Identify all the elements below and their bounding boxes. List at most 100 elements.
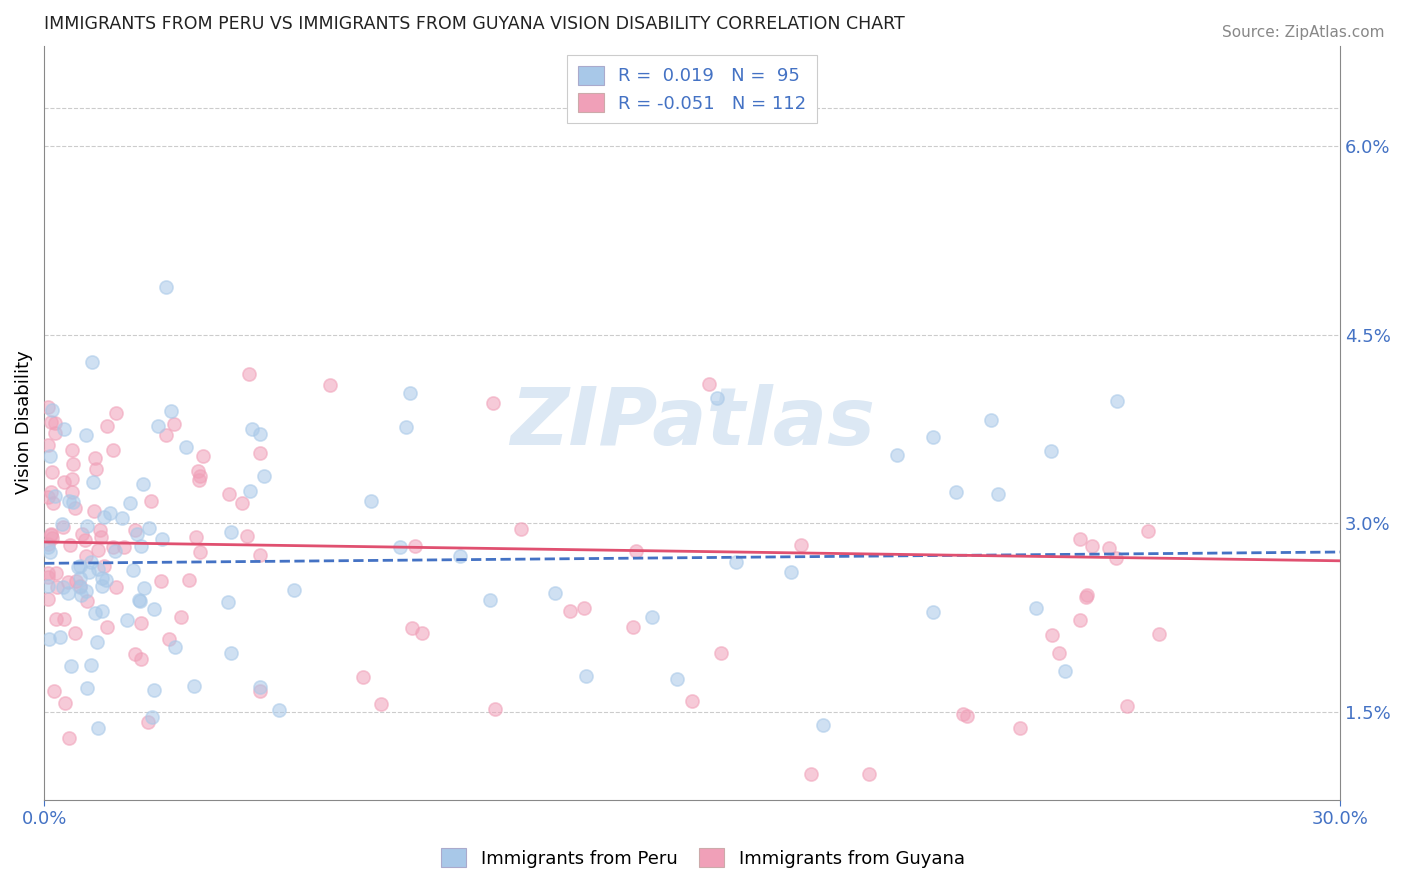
Point: [76, 519, 98, 533]
Point: [478, 592, 501, 607]
Point: [37, 579, 59, 593]
Point: [411, 626, 433, 640]
Point: [37, 490, 59, 504]
Point: [86, 635, 108, 649]
Point: [129, 539, 152, 553]
Point: [249, 446, 271, 460]
Point: [62, 495, 84, 509]
Point: [80, 657, 103, 672]
Point: [89, 524, 111, 538]
Point: [575, 669, 598, 683]
Point: [39, 485, 62, 500]
Point: [1115, 699, 1137, 714]
Point: [163, 640, 186, 655]
Point: [59, 538, 82, 552]
Point: [45, 612, 67, 626]
Point: [1105, 550, 1128, 565]
Point: [117, 613, 139, 627]
Point: [188, 545, 211, 559]
Point: [101, 443, 124, 458]
Point: [725, 555, 748, 569]
Point: [39, 449, 62, 463]
Point: [129, 616, 152, 631]
Point: [37, 401, 59, 415]
Point: [90, 604, 112, 618]
Point: [75, 583, 97, 598]
Point: [90, 571, 112, 585]
Point: [706, 391, 728, 405]
Point: [75, 428, 97, 442]
Point: [155, 279, 177, 293]
Point: [56, 574, 79, 589]
Point: [125, 527, 148, 541]
Point: [249, 680, 271, 694]
Point: [1136, 524, 1159, 538]
Point: [231, 495, 253, 509]
Point: [249, 549, 271, 563]
Point: [38, 632, 60, 646]
Point: [77, 566, 100, 580]
Point: [66, 560, 89, 574]
Point: [120, 496, 142, 510]
Point: [682, 693, 704, 707]
Point: [86, 462, 108, 476]
Point: [1054, 664, 1077, 678]
Point: [710, 646, 733, 660]
Point: [177, 573, 200, 587]
Point: [60, 473, 83, 487]
Point: [952, 706, 974, 721]
Point: [1074, 590, 1097, 604]
Point: [155, 428, 177, 442]
Point: [249, 684, 271, 698]
Point: [69, 580, 91, 594]
Legend: Immigrants from Peru, Immigrants from Guyana: Immigrants from Peru, Immigrants from Gu…: [430, 837, 976, 879]
Point: [104, 406, 127, 420]
Point: [481, 396, 503, 410]
Point: [41, 495, 63, 509]
Point: [188, 474, 211, 488]
Point: [136, 715, 159, 730]
Point: [58, 586, 80, 600]
Point: [239, 483, 262, 498]
Point: [94, 573, 117, 587]
Point: [112, 540, 135, 554]
Point: [1040, 627, 1063, 641]
Point: [187, 464, 209, 478]
Point: [75, 549, 97, 563]
Point: [45, 580, 67, 594]
Point: [922, 429, 945, 443]
Point: [44, 416, 66, 430]
Point: [58, 731, 80, 746]
Point: [987, 486, 1010, 500]
Point: [69, 571, 91, 585]
Point: [37, 566, 59, 580]
Point: [370, 697, 392, 711]
Point: [399, 385, 422, 400]
Point: [544, 586, 567, 600]
Point: [111, 511, 134, 525]
Point: [104, 544, 127, 558]
Point: [1069, 532, 1091, 546]
Point: [150, 574, 173, 589]
Point: [37, 540, 59, 554]
Point: [800, 767, 823, 781]
Point: [129, 594, 152, 608]
Point: [65, 574, 87, 588]
Point: [886, 448, 908, 462]
Point: [63, 501, 86, 516]
Point: [37, 536, 59, 550]
Point: [1069, 613, 1091, 627]
Point: [240, 422, 263, 436]
Y-axis label: Vision Disability: Vision Disability: [15, 351, 32, 494]
Point: [60, 442, 83, 457]
Point: [80, 355, 103, 369]
Point: [1024, 601, 1046, 615]
Point: [360, 494, 382, 508]
Point: [236, 528, 259, 542]
Point: [238, 367, 260, 381]
Point: [90, 579, 112, 593]
Point: [58, 494, 80, 508]
Point: [1081, 539, 1104, 553]
Point: [922, 605, 945, 619]
Point: [449, 549, 471, 563]
